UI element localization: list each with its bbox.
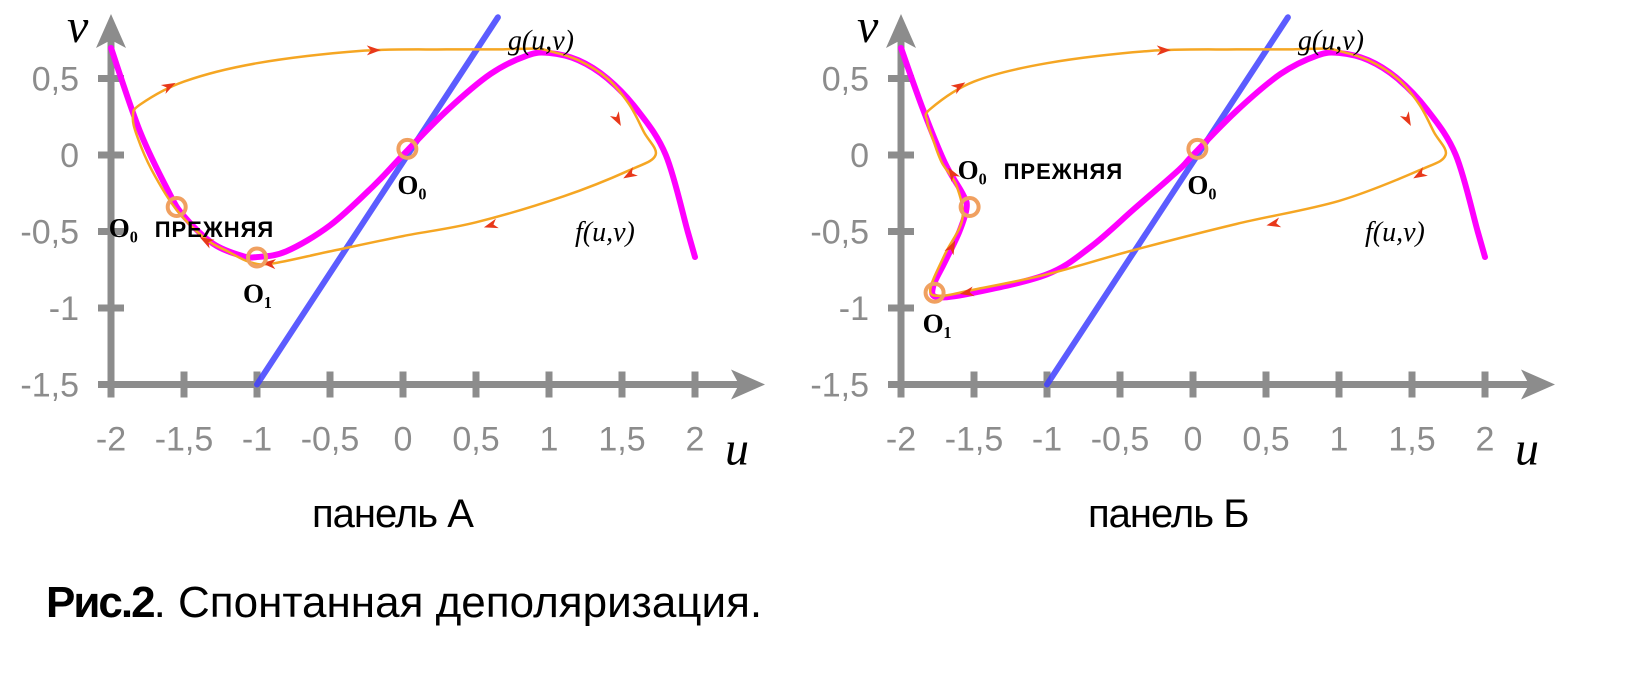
- x-axis-arrow: [1521, 369, 1555, 400]
- y-axis-label: v: [67, 0, 89, 53]
- y-tick-label: 0: [60, 137, 79, 175]
- x-tick-label: 0: [394, 421, 413, 459]
- x-tick-label: -0,5: [301, 421, 360, 459]
- phase-plane-panel-a: -2 -1,5 -1 -0,5 0 0,5 1 1,5 2 0,5 0 -0,5 -1 -1,5 u v f(u…: [20, 0, 765, 476]
- direction-arrow: [623, 167, 638, 179]
- x-tick-label: -1: [242, 421, 272, 459]
- x-tick-label: 2: [1476, 421, 1495, 459]
- direction-arrow: [483, 218, 499, 229]
- f-nullcline-label: f(u,v): [575, 217, 635, 248]
- x-tick-label: -2: [886, 421, 916, 459]
- x-tick-label: 0,5: [1242, 421, 1289, 459]
- x-tick-label: 1,5: [1388, 421, 1435, 459]
- panel-b-caption: панель Б: [1088, 492, 1249, 536]
- equilibrium-point-label: O₀: [958, 155, 987, 185]
- direction-arrow: [1266, 217, 1282, 228]
- g-nullcline-label: g(u,v): [1298, 25, 1364, 56]
- equilibrium-point-marker: [923, 281, 946, 304]
- y-tick-label: -0,5: [810, 214, 869, 252]
- equilibrium-point-label: O₁: [923, 309, 952, 339]
- x-tick-label: -2: [96, 421, 126, 459]
- x-tick-label: 0: [1184, 421, 1203, 459]
- y-axis-arrow: [886, 14, 916, 48]
- direction-arrow: [1399, 111, 1411, 126]
- equilibrium-point-marker: [1186, 137, 1209, 160]
- equilibrium-point-marker: [246, 246, 268, 269]
- direction-arrow: [199, 237, 215, 249]
- equilibrium-point-label: O₀: [1187, 170, 1216, 200]
- direction-arrow: [948, 167, 961, 182]
- direction-arrow: [1413, 167, 1428, 179]
- y-axis-label: v: [857, 0, 879, 53]
- direction-arrow: [160, 82, 176, 94]
- equilibrium-point-marker: [165, 196, 188, 219]
- y-tick-label: -0,5: [20, 214, 79, 252]
- equilibrium-point-label: O₁: [243, 279, 272, 309]
- equilibrium-point-label: O₀: [397, 170, 426, 200]
- x-tick-label: -1,5: [945, 421, 1004, 459]
- y-tick-label: -1: [839, 290, 869, 328]
- x-axis-label: u: [1515, 423, 1539, 476]
- direction-arrow: [609, 111, 621, 126]
- y-tick-label: -1: [49, 290, 79, 328]
- equilibrium-point-marker: [396, 137, 419, 160]
- y-tick-label: 0,5: [822, 61, 869, 99]
- equilibrium-point-note: ПРЕЖНЯЯ: [155, 217, 275, 242]
- equilibrium-point-label: O₀: [109, 213, 138, 243]
- figure-title: . Спонтанная деполяризация.: [153, 578, 763, 627]
- x-tick-label: -1: [1032, 421, 1062, 459]
- phase-plane-panel-b: -2 -1,5 -1 -0,5 0 0,5 1 1,5 2 0,5 0 -0,5 -1 -1,5 u v f(u…: [810, 0, 1555, 476]
- figure-caption: Рис.2. Спонтанная деполяризация.: [46, 578, 762, 628]
- y-axis-arrow: [96, 14, 126, 48]
- equilibrium-point-marker: [958, 196, 981, 219]
- axes: -2 -1,5 -1 -0,5 0 0,5 1 1,5 2 0,5 0 -0,5 -1 -1,5 u v: [810, 0, 1555, 476]
- direction-arrow: [959, 286, 975, 297]
- y-tick-label: 0: [850, 137, 869, 175]
- direction-arrow: [950, 82, 966, 95]
- x-tick-label: -1,5: [155, 421, 214, 459]
- g-nullcline-line: [254, 14, 501, 388]
- y-tick-label: 0,5: [32, 61, 79, 99]
- x-tick-label: 2: [686, 421, 705, 459]
- direction-arrow: [1156, 45, 1171, 56]
- f-nullcline-label: f(u,v): [1365, 217, 1425, 248]
- figure-number: Рис.2: [46, 578, 156, 627]
- x-tick-label: 1: [540, 421, 559, 459]
- x-tick-label: 0,5: [452, 421, 499, 459]
- direction-arrow: [366, 45, 381, 56]
- g-nullcline-line: [1044, 14, 1291, 388]
- x-tick-label: 1,5: [598, 421, 645, 459]
- y-tick-label: -1,5: [20, 367, 79, 405]
- direction-arrow: [944, 240, 956, 256]
- direction-arrow: [261, 259, 277, 270]
- equilibrium-point-note: ПРЕЖНЯЯ: [1004, 159, 1124, 184]
- x-tick-label: 1: [1330, 421, 1349, 459]
- x-axis-label: u: [725, 423, 749, 476]
- g-nullcline-label: g(u,v): [508, 25, 574, 56]
- panel-a-caption: панель А: [312, 492, 474, 536]
- y-tick-label: -1,5: [810, 367, 869, 405]
- x-axis-arrow: [731, 369, 765, 400]
- x-tick-label: -0,5: [1091, 421, 1150, 459]
